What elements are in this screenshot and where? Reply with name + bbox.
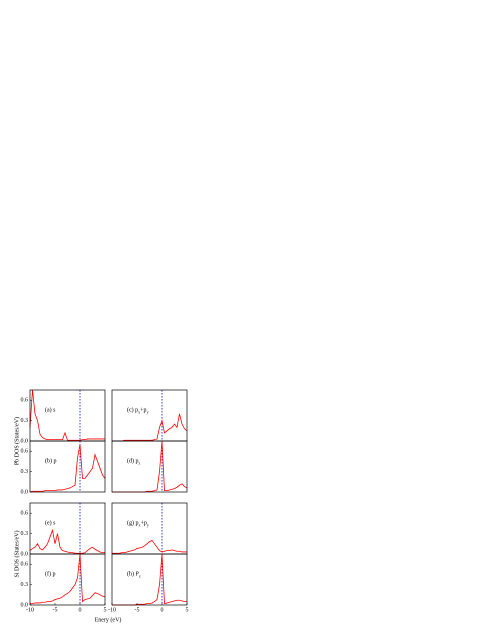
- y-tick-label: 0.0: [21, 438, 29, 444]
- dos-line: [112, 553, 187, 606]
- x-tick-label: -5: [135, 607, 140, 613]
- panel-label-part: +p: [140, 408, 146, 414]
- panel-frame: [29, 440, 106, 493]
- x-tick-label: -10: [26, 607, 34, 613]
- panel-label-part: (e) s: [45, 520, 56, 527]
- dos-line: [29, 528, 105, 554]
- x-axis-label: Enery (eV): [95, 616, 122, 623]
- dos-line: [112, 539, 187, 554]
- panel-label: (g) px+py: [127, 520, 149, 528]
- y-tick-label: 0.6: [21, 511, 29, 517]
- dos-line: [112, 440, 188, 493]
- y-tick-label: 0.3: [21, 469, 29, 475]
- panel-frame: [29, 553, 106, 606]
- panel-label-part: z: [139, 461, 141, 466]
- panel-label-part: (b) p: [45, 458, 57, 465]
- y-tick-label: 0.6: [21, 449, 29, 455]
- panel-frame: [29, 389, 106, 442]
- panel-label-part: (g) p: [127, 520, 139, 527]
- y-tick-label: 0.6: [21, 562, 29, 568]
- panel-label: (c) px+py: [127, 407, 149, 415]
- panel-label-part: z: [139, 574, 141, 579]
- x-tick-label: 0: [79, 607, 82, 613]
- panel-label: (h) Pz: [127, 571, 141, 579]
- panel-label: (d) pz: [127, 458, 141, 466]
- panel-frame: [29, 502, 106, 555]
- panel-label-part: (a) s: [45, 407, 56, 414]
- panel-label-part: x: [138, 410, 140, 415]
- x-tick-label: 0: [161, 607, 164, 613]
- panel-label-part: x: [139, 523, 141, 528]
- x-tick-label: -5: [53, 607, 58, 613]
- y-tick-label: 0.0: [21, 602, 29, 608]
- dos-line: [29, 444, 106, 493]
- y-tick-label: 0.0: [21, 551, 29, 557]
- panel-frame: [111, 553, 188, 606]
- x-tick-label: -10: [108, 607, 116, 613]
- panel-label-part: (h) P: [127, 571, 139, 578]
- panel-frame: [111, 502, 188, 555]
- x-tick-label: 5: [104, 607, 107, 613]
- dos-line: [112, 413, 188, 442]
- panel-label-part: (c) p: [127, 407, 138, 414]
- panel-label-part: +p: [141, 521, 147, 527]
- y-axis-label: Si DOS (States/eV): [13, 531, 20, 578]
- panel-label-part: y: [147, 523, 149, 528]
- y-tick-label: 0.3: [21, 582, 29, 588]
- panel-label: (e) s: [45, 520, 56, 527]
- panel-label: (b) p: [45, 458, 57, 465]
- y-tick-label: 0.3: [21, 418, 29, 424]
- panel-frame: [111, 440, 188, 493]
- panel-label-part: y: [147, 410, 149, 415]
- panel-label-part: (f) p: [45, 571, 56, 578]
- y-axis-label: Pb DOS (States/eV): [13, 417, 20, 465]
- dos-line: [30, 553, 106, 605]
- y-tick-label: 0.3: [21, 531, 29, 537]
- x-tick-label: 5: [186, 607, 189, 613]
- y-tick-label: 0.0: [21, 489, 29, 495]
- panel-label: (a) s: [45, 407, 56, 414]
- panel-label-part: (d) p: [127, 458, 139, 465]
- y-tick-label: 0.6: [21, 398, 29, 404]
- panel-frame: [111, 389, 188, 442]
- dos-line: [29, 389, 105, 441]
- panel-label: (f) p: [45, 571, 56, 578]
